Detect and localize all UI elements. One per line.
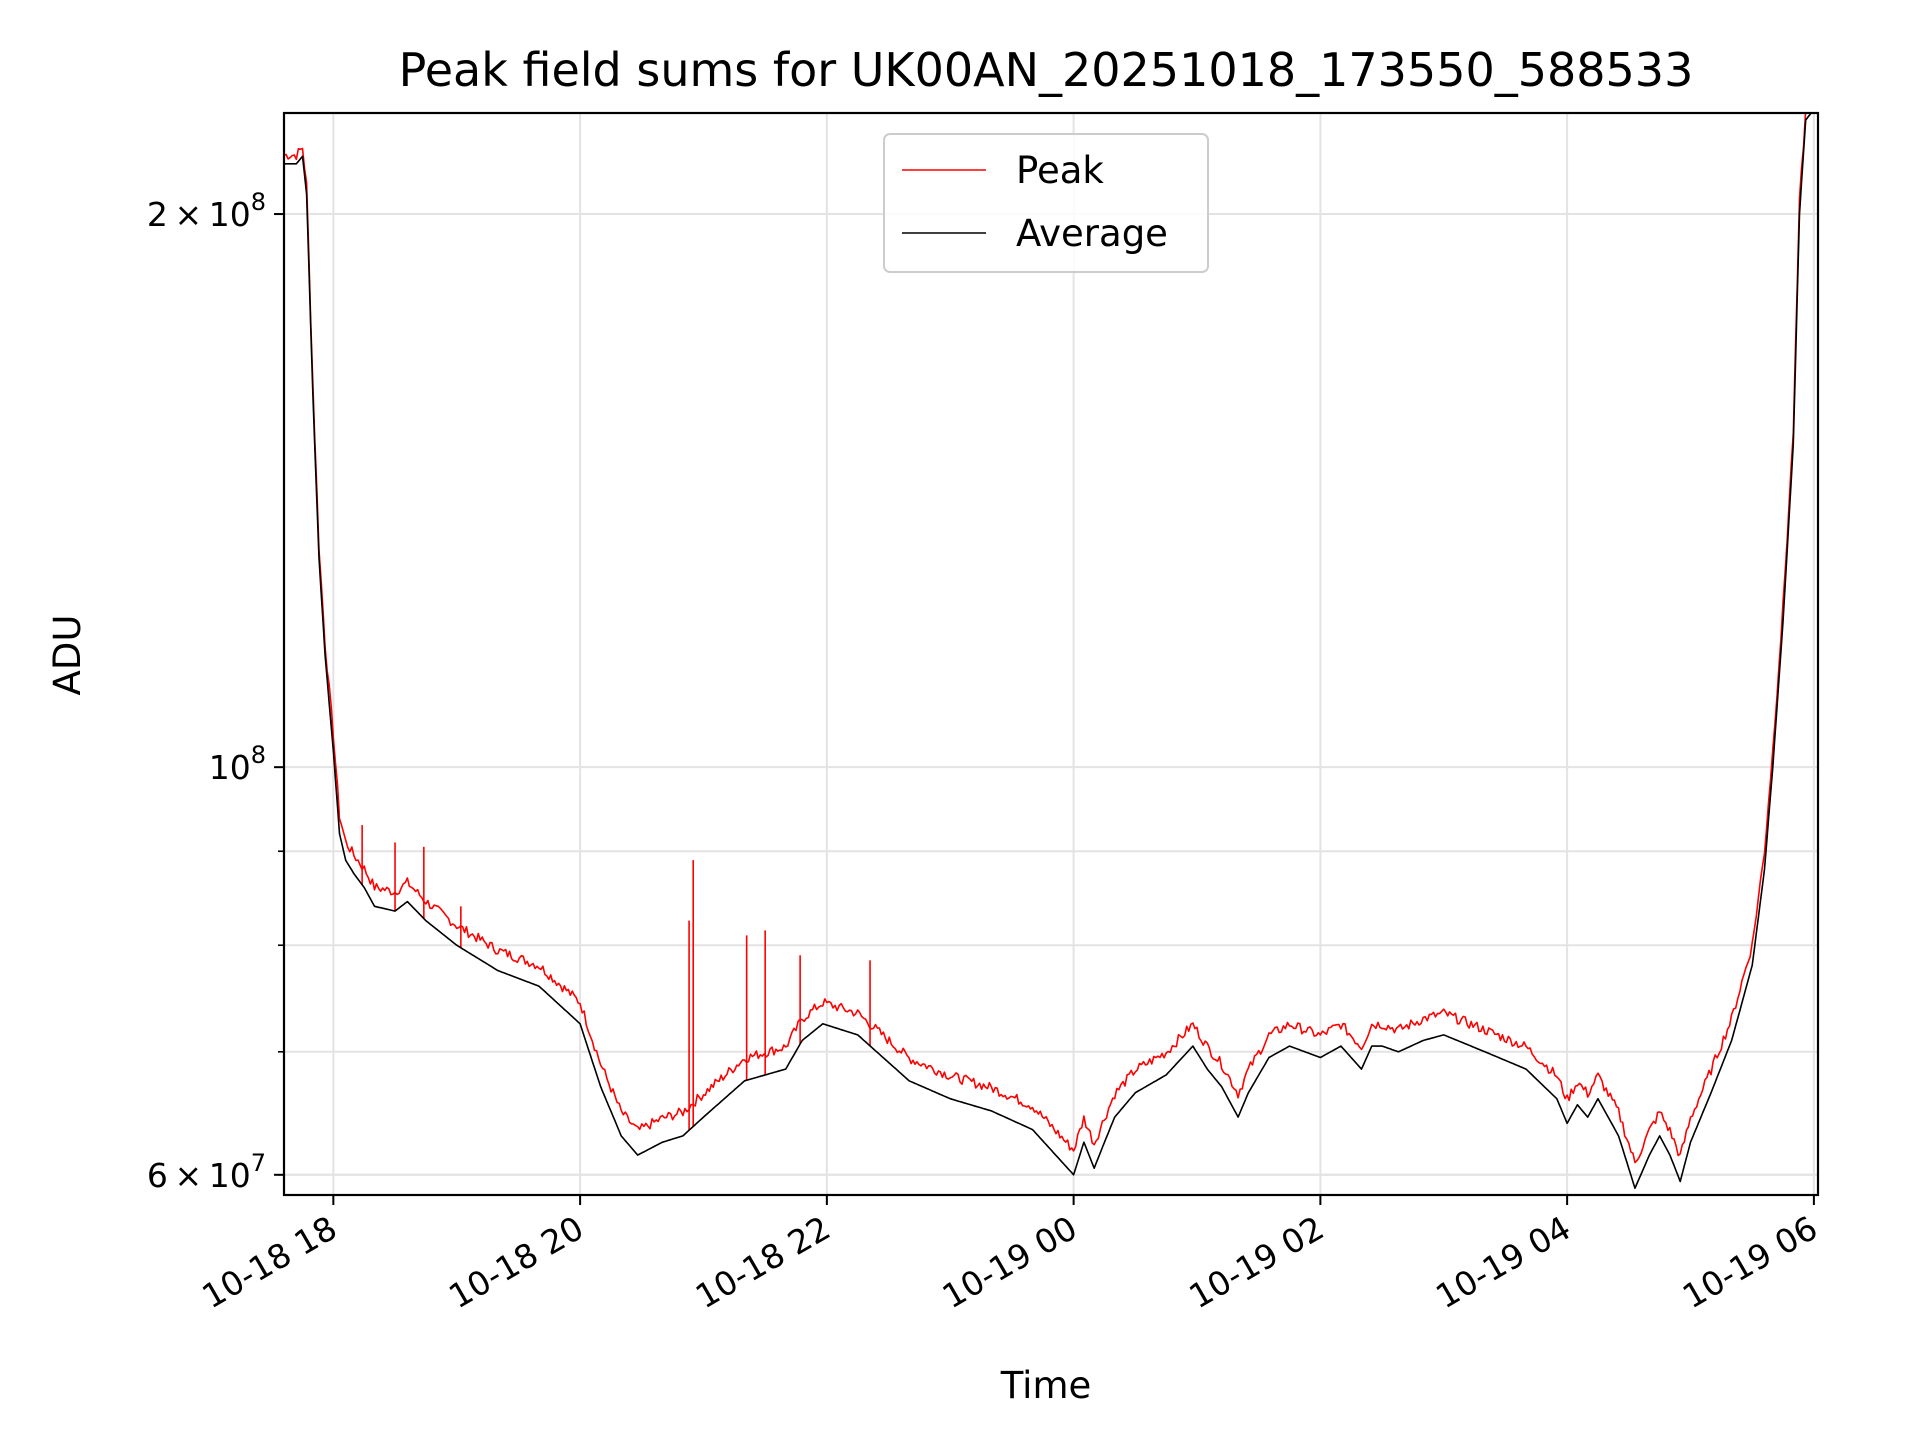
y-tick-label: 2 × 108 [147, 188, 266, 234]
y-axis-title: ADU [46, 615, 89, 696]
plot-area [284, 113, 1813, 1189]
legend: Peak Average [883, 133, 1209, 273]
y-tick-label: 108 [209, 741, 266, 787]
x-axis-title: Time [1000, 1364, 1092, 1407]
series-group [284, 113, 1813, 1189]
series-average-line [284, 113, 1813, 1189]
series-peak-line [284, 113, 1811, 1164]
y-tick-label: 6 × 107 [147, 1149, 266, 1195]
chart-title: Peak field sums for UK00AN_20251018_1735… [399, 43, 1694, 97]
legend-box [883, 133, 1209, 273]
legend-peak-label: Peak [1016, 149, 1104, 192]
legend-average-label: Average [1016, 212, 1168, 255]
plot-frame [282, 111, 1820, 1197]
